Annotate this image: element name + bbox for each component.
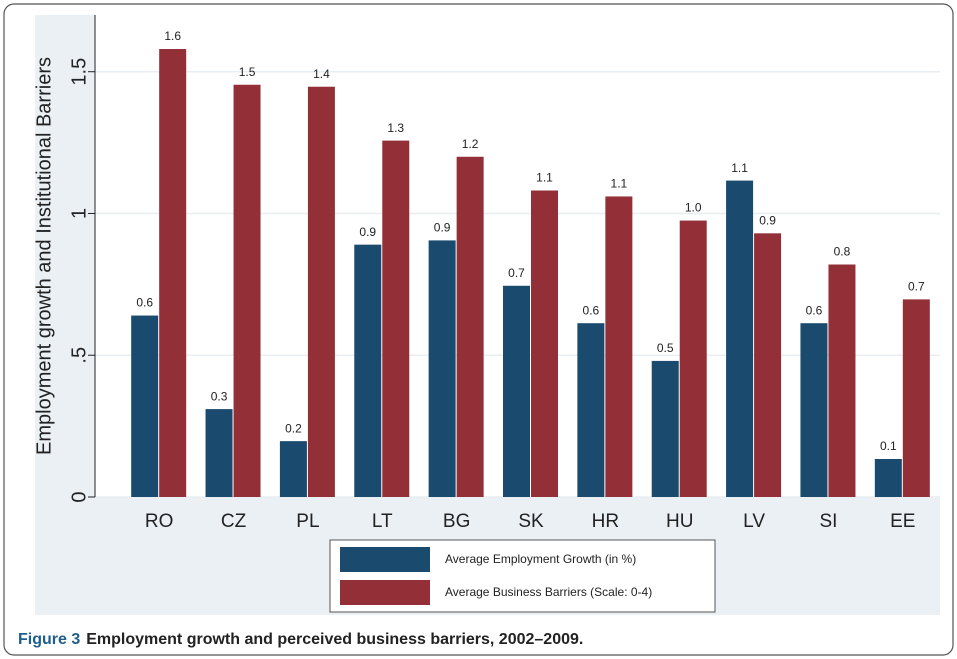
bar: [428, 240, 456, 497]
bar: [679, 220, 707, 497]
x-tick-label: CZ: [221, 511, 247, 532]
bar: [279, 441, 307, 497]
value-label: 1.4: [313, 67, 330, 81]
bar: [754, 233, 782, 498]
bar: [902, 299, 930, 497]
value-label: 0.7: [508, 266, 525, 280]
legend-swatch: [340, 580, 430, 605]
value-label: 0.9: [434, 221, 451, 235]
value-label: 0.5: [657, 341, 674, 355]
value-label: 0.3: [211, 389, 228, 403]
bar: [503, 285, 530, 497]
caption: Figure 3 Employment growth and perceived …: [18, 631, 583, 648]
legend-swatch: [340, 547, 430, 572]
y-tick-label: .5: [68, 347, 90, 364]
bar: [233, 84, 261, 498]
value-label: 1.5: [239, 65, 256, 79]
bar: [131, 315, 159, 497]
value-label: 1.1: [536, 171, 553, 185]
bar: [726, 180, 754, 497]
bar: [828, 264, 856, 497]
bar: [651, 360, 679, 497]
value-label: 0.6: [806, 303, 823, 317]
bar: [159, 49, 187, 497]
x-tick-label: LV: [743, 511, 765, 532]
value-label: 0.6: [583, 303, 600, 317]
value-label: 1.1: [611, 177, 628, 191]
caption-label: Figure 3: [18, 631, 80, 648]
y-axis-title: Employment growth and Institutional Barr…: [33, 57, 55, 455]
x-tick-label: EE: [890, 511, 915, 532]
bar: [382, 140, 410, 498]
bar: [800, 323, 828, 497]
value-label: 1.1: [731, 161, 748, 175]
bar: [456, 156, 484, 497]
x-tick-label: SI: [819, 511, 837, 532]
value-label: 1.2: [462, 137, 479, 151]
x-tick-label: BG: [443, 511, 470, 532]
value-label: 0.6: [136, 296, 153, 310]
bar: [205, 409, 233, 497]
bar: [531, 190, 558, 497]
value-label: 1.0: [685, 201, 702, 215]
bar: [354, 244, 382, 497]
x-tick-label: LT: [372, 511, 393, 532]
x-tick-label: RO: [145, 511, 174, 532]
value-label: 0.2: [285, 421, 302, 435]
bar: [874, 459, 902, 497]
bar: [605, 196, 633, 498]
value-label: 0.7: [908, 280, 925, 294]
bar: [577, 323, 605, 497]
x-tick-label: SK: [518, 511, 544, 532]
value-label: 1.6: [164, 29, 181, 43]
value-label: 1.3: [387, 121, 404, 135]
y-tick-label: 1.5: [68, 58, 90, 86]
caption-text: Employment growth and perceived business…: [86, 631, 583, 648]
bar: [307, 86, 335, 497]
value-label: 0.1: [880, 439, 897, 453]
legend-label: Average Employment Growth (in %): [445, 552, 636, 566]
x-tick-label: HR: [592, 511, 619, 532]
x-tick-label: HU: [666, 511, 693, 532]
y-tick-label: 1: [68, 208, 90, 219]
y-tick-label: 0: [68, 491, 90, 502]
value-label: 0.8: [834, 245, 851, 259]
value-label: 0.9: [759, 213, 776, 227]
x-tick-label: PL: [296, 511, 319, 532]
legend-label: Average Business Barriers (Scale: 0-4): [445, 585, 652, 599]
value-label: 0.9: [359, 225, 376, 239]
